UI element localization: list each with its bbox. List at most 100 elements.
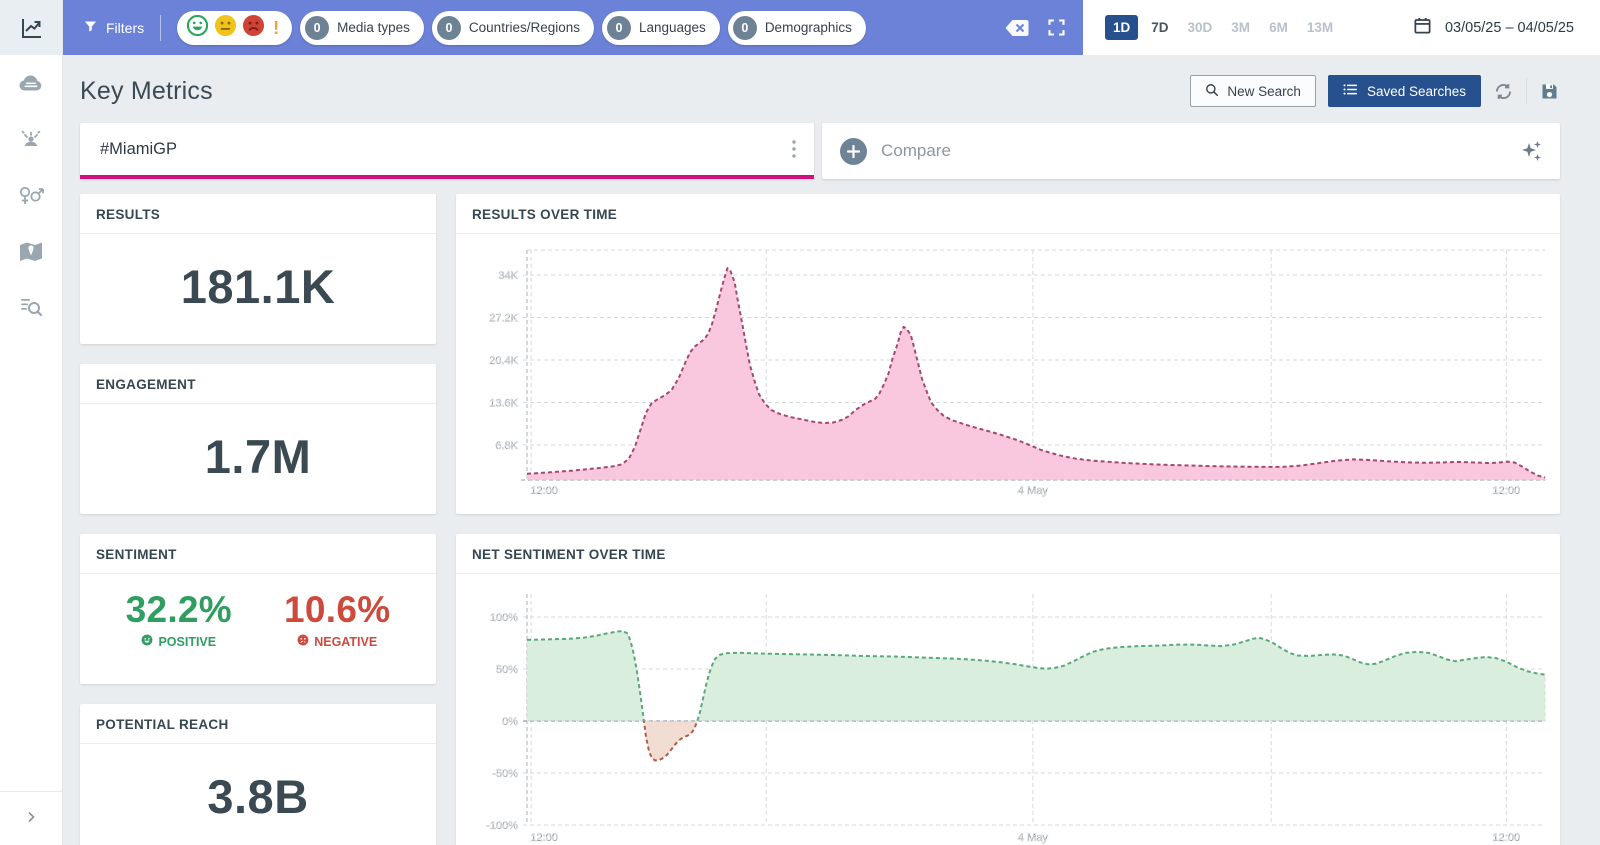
engagement-value: 1.7M: [204, 429, 312, 483]
languages-count-badge: 0: [606, 15, 631, 40]
page-header: Key Metrics New Search Saved Searches: [80, 75, 1560, 107]
svg-text:6.8K: 6.8K: [495, 440, 518, 452]
sidebar-item-influencers[interactable]: [0, 111, 62, 167]
negative-sentiment-label: NEGATIVE: [284, 634, 390, 649]
negative-smiley-icon: [242, 14, 265, 42]
time-range-3m[interactable]: 3M: [1231, 20, 1251, 35]
svg-text:20.4K: 20.4K: [489, 355, 518, 367]
svg-text:13.6K: 13.6K: [489, 398, 518, 410]
sparkles-icon[interactable]: [1520, 139, 1542, 163]
svg-text:100%: 100%: [490, 612, 518, 624]
line-chart-icon: [18, 15, 44, 41]
svg-text:12:00: 12:00: [530, 832, 558, 844]
svg-text:12:00: 12:00: [1493, 832, 1521, 844]
sidebar-item-word-cloud[interactable]: [0, 55, 62, 111]
results-value: 181.1K: [180, 259, 336, 313]
svg-text:12:00: 12:00: [530, 485, 558, 497]
media-types-count-badge: 0: [305, 15, 330, 40]
compare-card[interactable]: Compare: [822, 123, 1560, 179]
search-list-icon: [18, 295, 44, 319]
svg-text:0%: 0%: [502, 716, 518, 728]
time-range-30d[interactable]: 30D: [1187, 20, 1213, 35]
engagement-card: ENGAGEMENT 1.7M: [80, 364, 436, 514]
sentiment-body: 32.2% POSITIVE 10.6% NEGATIVE: [80, 574, 436, 649]
results-card-title: RESULTS: [80, 194, 436, 234]
search-query-value: #MiamiGP: [100, 139, 178, 158]
new-search-button[interactable]: New Search: [1190, 75, 1316, 107]
sidebar-item-topic-search[interactable]: [0, 279, 62, 335]
results-over-time-chart: 6.8K 13.6K 20.4K 27.2K 34K 12:00 4 May 12:00: [489, 249, 1546, 498]
header-divider: [1526, 78, 1527, 104]
potential-reach-value: 3.8B: [207, 769, 309, 823]
negative-label-text: NEGATIVE: [314, 634, 378, 649]
topbar-right-icons: [1004, 17, 1067, 38]
filter-bar: Filters ! 0 Media types 0 Countries/Regi…: [63, 0, 1083, 55]
demographics-pill[interactable]: 0 Demographics: [727, 10, 866, 45]
list-icon: [1343, 83, 1358, 99]
time-range-7d[interactable]: 7D: [1151, 20, 1169, 35]
sidebar-item-world-map[interactable]: [0, 223, 62, 279]
word-cloud-icon: [17, 72, 45, 94]
positive-label-text: POSITIVE: [158, 634, 217, 649]
funnel-icon: [83, 19, 98, 37]
header-actions: New Search Saved Searches: [1190, 75, 1560, 107]
positive-sentiment-label: POSITIVE: [126, 634, 232, 649]
main-area: Filters ! 0 Media types 0 Countries/Regi…: [63, 0, 1600, 845]
sidebar-item-analytics[interactable]: [0, 0, 62, 55]
sidebar-expand-button[interactable]: [0, 791, 62, 845]
sentiment-card-title: SENTIMENT: [80, 534, 436, 574]
countries-regions-pill[interactable]: 0 Countries/Regions: [431, 10, 594, 45]
svg-text:4 May: 4 May: [1018, 485, 1048, 497]
alert-exclamation-icon: !: [273, 17, 280, 38]
dashboard-content: Key Metrics New Search Saved Searches: [63, 55, 1600, 845]
sidebar: [0, 0, 63, 845]
time-range-13m[interactable]: 13M: [1306, 20, 1334, 35]
net-sentiment-over-time-title: NET SENTIMENT OVER TIME: [456, 534, 1560, 574]
net-sentiment-over-time-card: NET SENTIMENT OVER TIME 100% 50% 0% -50% -10…: [456, 534, 1560, 845]
sentiment-card: SENTIMENT 32.2% POSITIVE 10.6%: [80, 534, 436, 684]
svg-text:34K: 34K: [498, 270, 518, 282]
svg-text:-50%: -50%: [492, 768, 518, 780]
search-row: #MiamiGP Compare: [80, 123, 1560, 179]
neutral-smiley-icon: [214, 14, 237, 42]
languages-label: Languages: [638, 20, 706, 35]
save-icon[interactable]: [1539, 81, 1560, 102]
positive-sentiment: 32.2% POSITIVE: [126, 589, 232, 649]
countries-count-badge: 0: [436, 15, 461, 40]
results-over-time-title: RESULTS OVER TIME: [456, 194, 1560, 234]
time-range-bar: 1D 7D 30D 3M 6M 13M 03/05/25 – 04/05/25: [1083, 0, 1600, 55]
net-sentiment-over-time-chart: 100% 50% 0% -50% -100% 12:00 4 May 12:00: [486, 594, 1546, 845]
chevron-right-icon: [25, 810, 37, 828]
topbar-divider: [160, 14, 162, 41]
filters-button[interactable]: Filters: [83, 19, 144, 37]
time-range-1d[interactable]: 1D: [1105, 15, 1139, 40]
search-query-card[interactable]: #MiamiGP: [80, 123, 814, 179]
topbar: Filters ! 0 Media types 0 Countries/Regi…: [63, 0, 1600, 55]
sentiment-filter-pill[interactable]: !: [177, 10, 293, 45]
media-types-pill[interactable]: 0 Media types: [300, 10, 424, 45]
demographics-label: Demographics: [764, 20, 852, 35]
languages-pill[interactable]: 0 Languages: [601, 10, 720, 45]
svg-text:12:00: 12:00: [1493, 485, 1521, 497]
kebab-menu-icon[interactable]: [786, 134, 802, 164]
refresh-icon[interactable]: [1493, 81, 1514, 102]
clear-filters-icon[interactable]: [1004, 18, 1030, 38]
metrics-grid: RESULTS 181.1K ENGAGEMENT 1.7M SENTIMENT…: [80, 194, 1560, 845]
gender-icon: [16, 183, 46, 207]
results-over-time-card: RESULTS OVER TIME 6.8K 13.6K 20.4K 27.2K 34K…: [456, 194, 1560, 514]
potential-reach-card: POTENTIAL REACH 3.8B: [80, 704, 436, 845]
media-types-label: Media types: [337, 20, 410, 35]
engagement-card-title: ENGAGEMENT: [80, 364, 436, 404]
add-compare-icon: [840, 137, 867, 165]
results-card: RESULTS 181.1K: [80, 194, 436, 344]
sidebar-item-demographics[interactable]: [0, 167, 62, 223]
demographics-count-badge: 0: [732, 15, 757, 40]
page-title: Key Metrics: [80, 76, 213, 105]
fullscreen-icon[interactable]: [1046, 17, 1067, 38]
svg-text:50%: 50%: [496, 664, 518, 676]
date-range-picker[interactable]: 03/05/25 – 04/05/25: [1413, 16, 1574, 40]
saved-searches-button[interactable]: Saved Searches: [1327, 75, 1481, 107]
time-range-6m[interactable]: 6M: [1269, 20, 1288, 35]
countries-label: Countries/Regions: [468, 20, 580, 35]
